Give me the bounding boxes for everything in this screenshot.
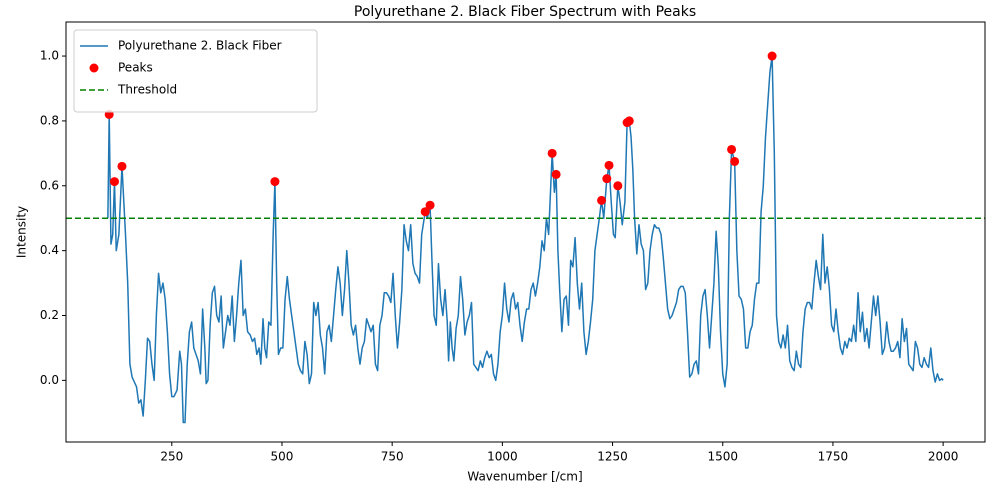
peak-marker (597, 195, 607, 205)
y-tick-label: 0.8 (40, 113, 59, 127)
peak-marker (109, 177, 119, 187)
legend-marker (89, 63, 99, 73)
peak-marker (547, 148, 557, 158)
peak-marker (767, 51, 777, 61)
x-tick-label: 1500 (707, 450, 738, 464)
x-tick-label: 250 (160, 450, 183, 464)
x-axis-label: Wavenumber [/cm] (467, 470, 582, 484)
peak-marker (624, 116, 634, 126)
legend-label: Peaks (118, 61, 153, 75)
peak-marker (270, 177, 280, 187)
peak-marker (117, 161, 127, 171)
peak-marker (604, 160, 614, 170)
x-tick-label: 2000 (928, 450, 959, 464)
peak-marker (602, 174, 612, 184)
y-tick-label: 1.0 (40, 49, 59, 63)
plot-frame (65, 21, 986, 443)
y-axis-label: Intensity (15, 206, 29, 258)
x-tick-label: 750 (381, 450, 404, 464)
peak-marker (727, 144, 737, 154)
y-tick-label: 0.0 (40, 373, 59, 387)
x-tick-label: 1750 (818, 450, 849, 464)
peak-marker (420, 207, 430, 217)
peak-marker (613, 181, 623, 191)
y-tick-label: 0.4 (40, 243, 59, 257)
x-tick-label: 500 (271, 450, 294, 464)
spectrum-line (107, 55, 944, 424)
peak-marker (425, 200, 435, 210)
peak-marker (551, 169, 561, 179)
peak-marker (730, 156, 740, 166)
y-tick-label: 0.6 (40, 178, 59, 192)
x-tick-label: 1250 (597, 450, 628, 464)
x-tick-label: 1000 (487, 450, 518, 464)
legend-label: Polyurethane 2. Black Fiber (118, 39, 282, 53)
y-tick-label: 0.2 (40, 308, 59, 322)
legend-label: Threshold (117, 83, 177, 97)
chart-title: Polyurethane 2. Black Fiber Spectrum wit… (354, 4, 696, 20)
legend-box (73, 29, 318, 113)
